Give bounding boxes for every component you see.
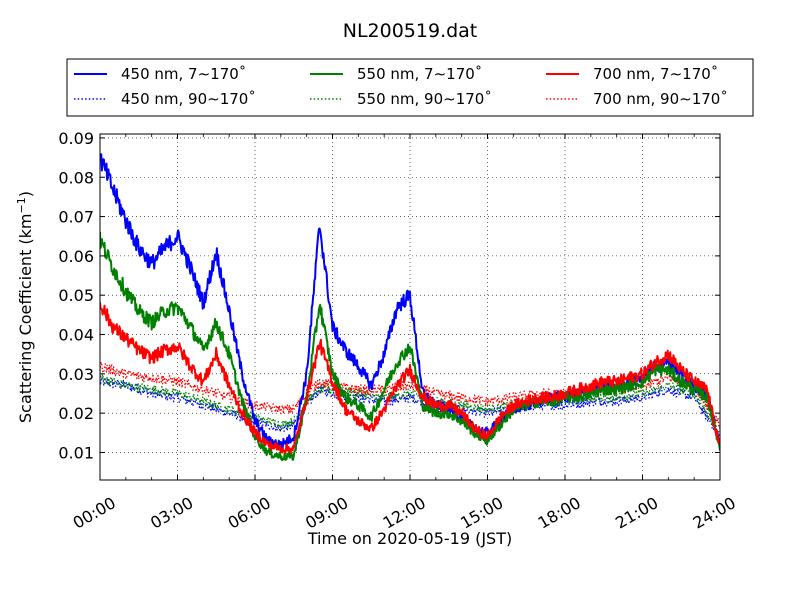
- y-axis-label-close: ): [16, 191, 35, 197]
- y-tick-label: 0.03: [58, 365, 94, 384]
- legend-frame: [66, 58, 754, 117]
- y-tick-label: 0.05: [58, 286, 94, 305]
- series-layer: [100, 153, 720, 462]
- plot-area: [99, 133, 721, 481]
- y-tick-label: 0.01: [58, 443, 94, 462]
- chart-title: NL200519.dat: [343, 20, 478, 42]
- y-tick-label: 0.04: [58, 326, 94, 345]
- y-tick-label: 0.02: [58, 404, 94, 423]
- legend-label: 450 nm, 7∼170˚: [121, 65, 246, 83]
- ticks: [99, 134, 721, 480]
- y-axis-label-main: Scattering Coefficient (km: [16, 213, 35, 423]
- series-line-4: [100, 373, 720, 434]
- y-axis-label-superscript: −1: [15, 197, 28, 213]
- series-line-5: [100, 361, 720, 429]
- y-axis-label: Scattering Coefficient (km−1): [15, 191, 35, 423]
- legend-label: 700 nm, 7∼170˚: [593, 65, 718, 83]
- legend-label: 550 nm, 90∼170˚: [357, 90, 492, 108]
- legend: 450 nm, 7∼170˚ 550 nm, 7∼170˚ 700 nm, 7∼17…: [66, 58, 754, 117]
- y-tick-label: 0.08: [58, 168, 94, 187]
- x-axis-label: Time on 2020-05-19 (JST): [307, 529, 512, 548]
- y-tick-label: 0.07: [58, 208, 94, 227]
- y-tick-label: 0.09: [58, 129, 94, 148]
- legend-label: 700 nm, 90∼170˚: [593, 90, 728, 108]
- y-tick-label: 0.06: [58, 247, 94, 266]
- legend-label: 550 nm, 7∼170˚: [357, 65, 482, 83]
- series-line-2: [100, 302, 720, 454]
- legend-label: 450 nm, 90∼170˚: [121, 90, 256, 108]
